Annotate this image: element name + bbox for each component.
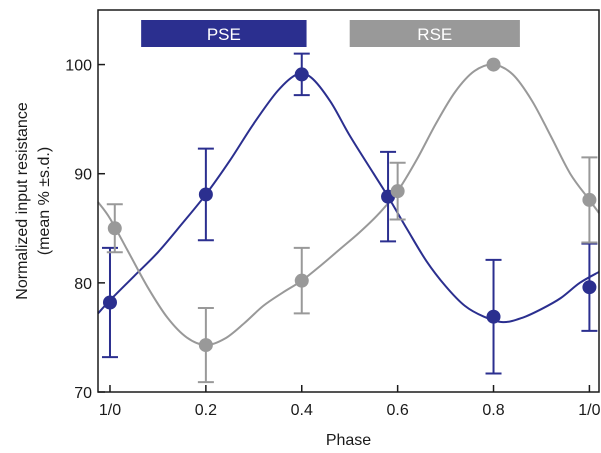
x-tick-label-1: 0.2 — [195, 402, 217, 419]
data-points — [102, 57, 597, 353]
fit-curves — [97, 63, 600, 347]
x-tick-label-4: 0.8 — [482, 402, 504, 419]
data-point-1-1 — [198, 338, 213, 353]
fit-curve-1 — [97, 63, 600, 347]
phase-bar-pse — [141, 20, 307, 47]
x-tick-label-2: 0.4 — [291, 402, 313, 419]
phase-bars: PSE RSE — [141, 20, 520, 47]
phase-bar-label-rse: RSE — [417, 25, 452, 44]
y-axis-subtitle: (mean % ±s.d.) — [36, 147, 53, 255]
y-tick-label-0: 70 — [74, 385, 92, 402]
phase-bar-rse — [349, 20, 520, 47]
x-tick-label-0: 1/0 — [99, 402, 121, 419]
y-tick-label-2: 90 — [74, 167, 92, 184]
axis-ticks: 1/0 0.2 0.4 0.6 0.8 1/0 70 80 90 100 — [65, 58, 600, 419]
phase-bar-label-pse: PSE — [207, 25, 241, 44]
x-tick-label-5: 1/0 — [578, 402, 600, 419]
fit-curve-0 — [97, 72, 600, 324]
y-tick-label-3: 100 — [65, 58, 92, 75]
data-point-1-5 — [582, 192, 597, 207]
y-tick-label-1: 80 — [74, 276, 92, 293]
data-point-0-1 — [198, 187, 213, 202]
data-point-1-3 — [390, 184, 405, 199]
plot-frame — [97, 9, 600, 393]
data-point-0-2 — [294, 67, 309, 82]
data-point-0-0 — [102, 295, 117, 310]
data-point-0-5 — [582, 280, 597, 295]
error-bars — [101, 52, 598, 384]
x-tick-label-3: 0.6 — [387, 402, 409, 419]
x-axis-title: Phase — [326, 432, 371, 449]
data-point-1-2 — [294, 273, 309, 288]
y-axis-title: Normalized input resistance — [14, 102, 31, 300]
data-point-1-4 — [486, 57, 501, 72]
data-point-0-4 — [486, 309, 501, 324]
data-point-1-0 — [107, 221, 122, 236]
